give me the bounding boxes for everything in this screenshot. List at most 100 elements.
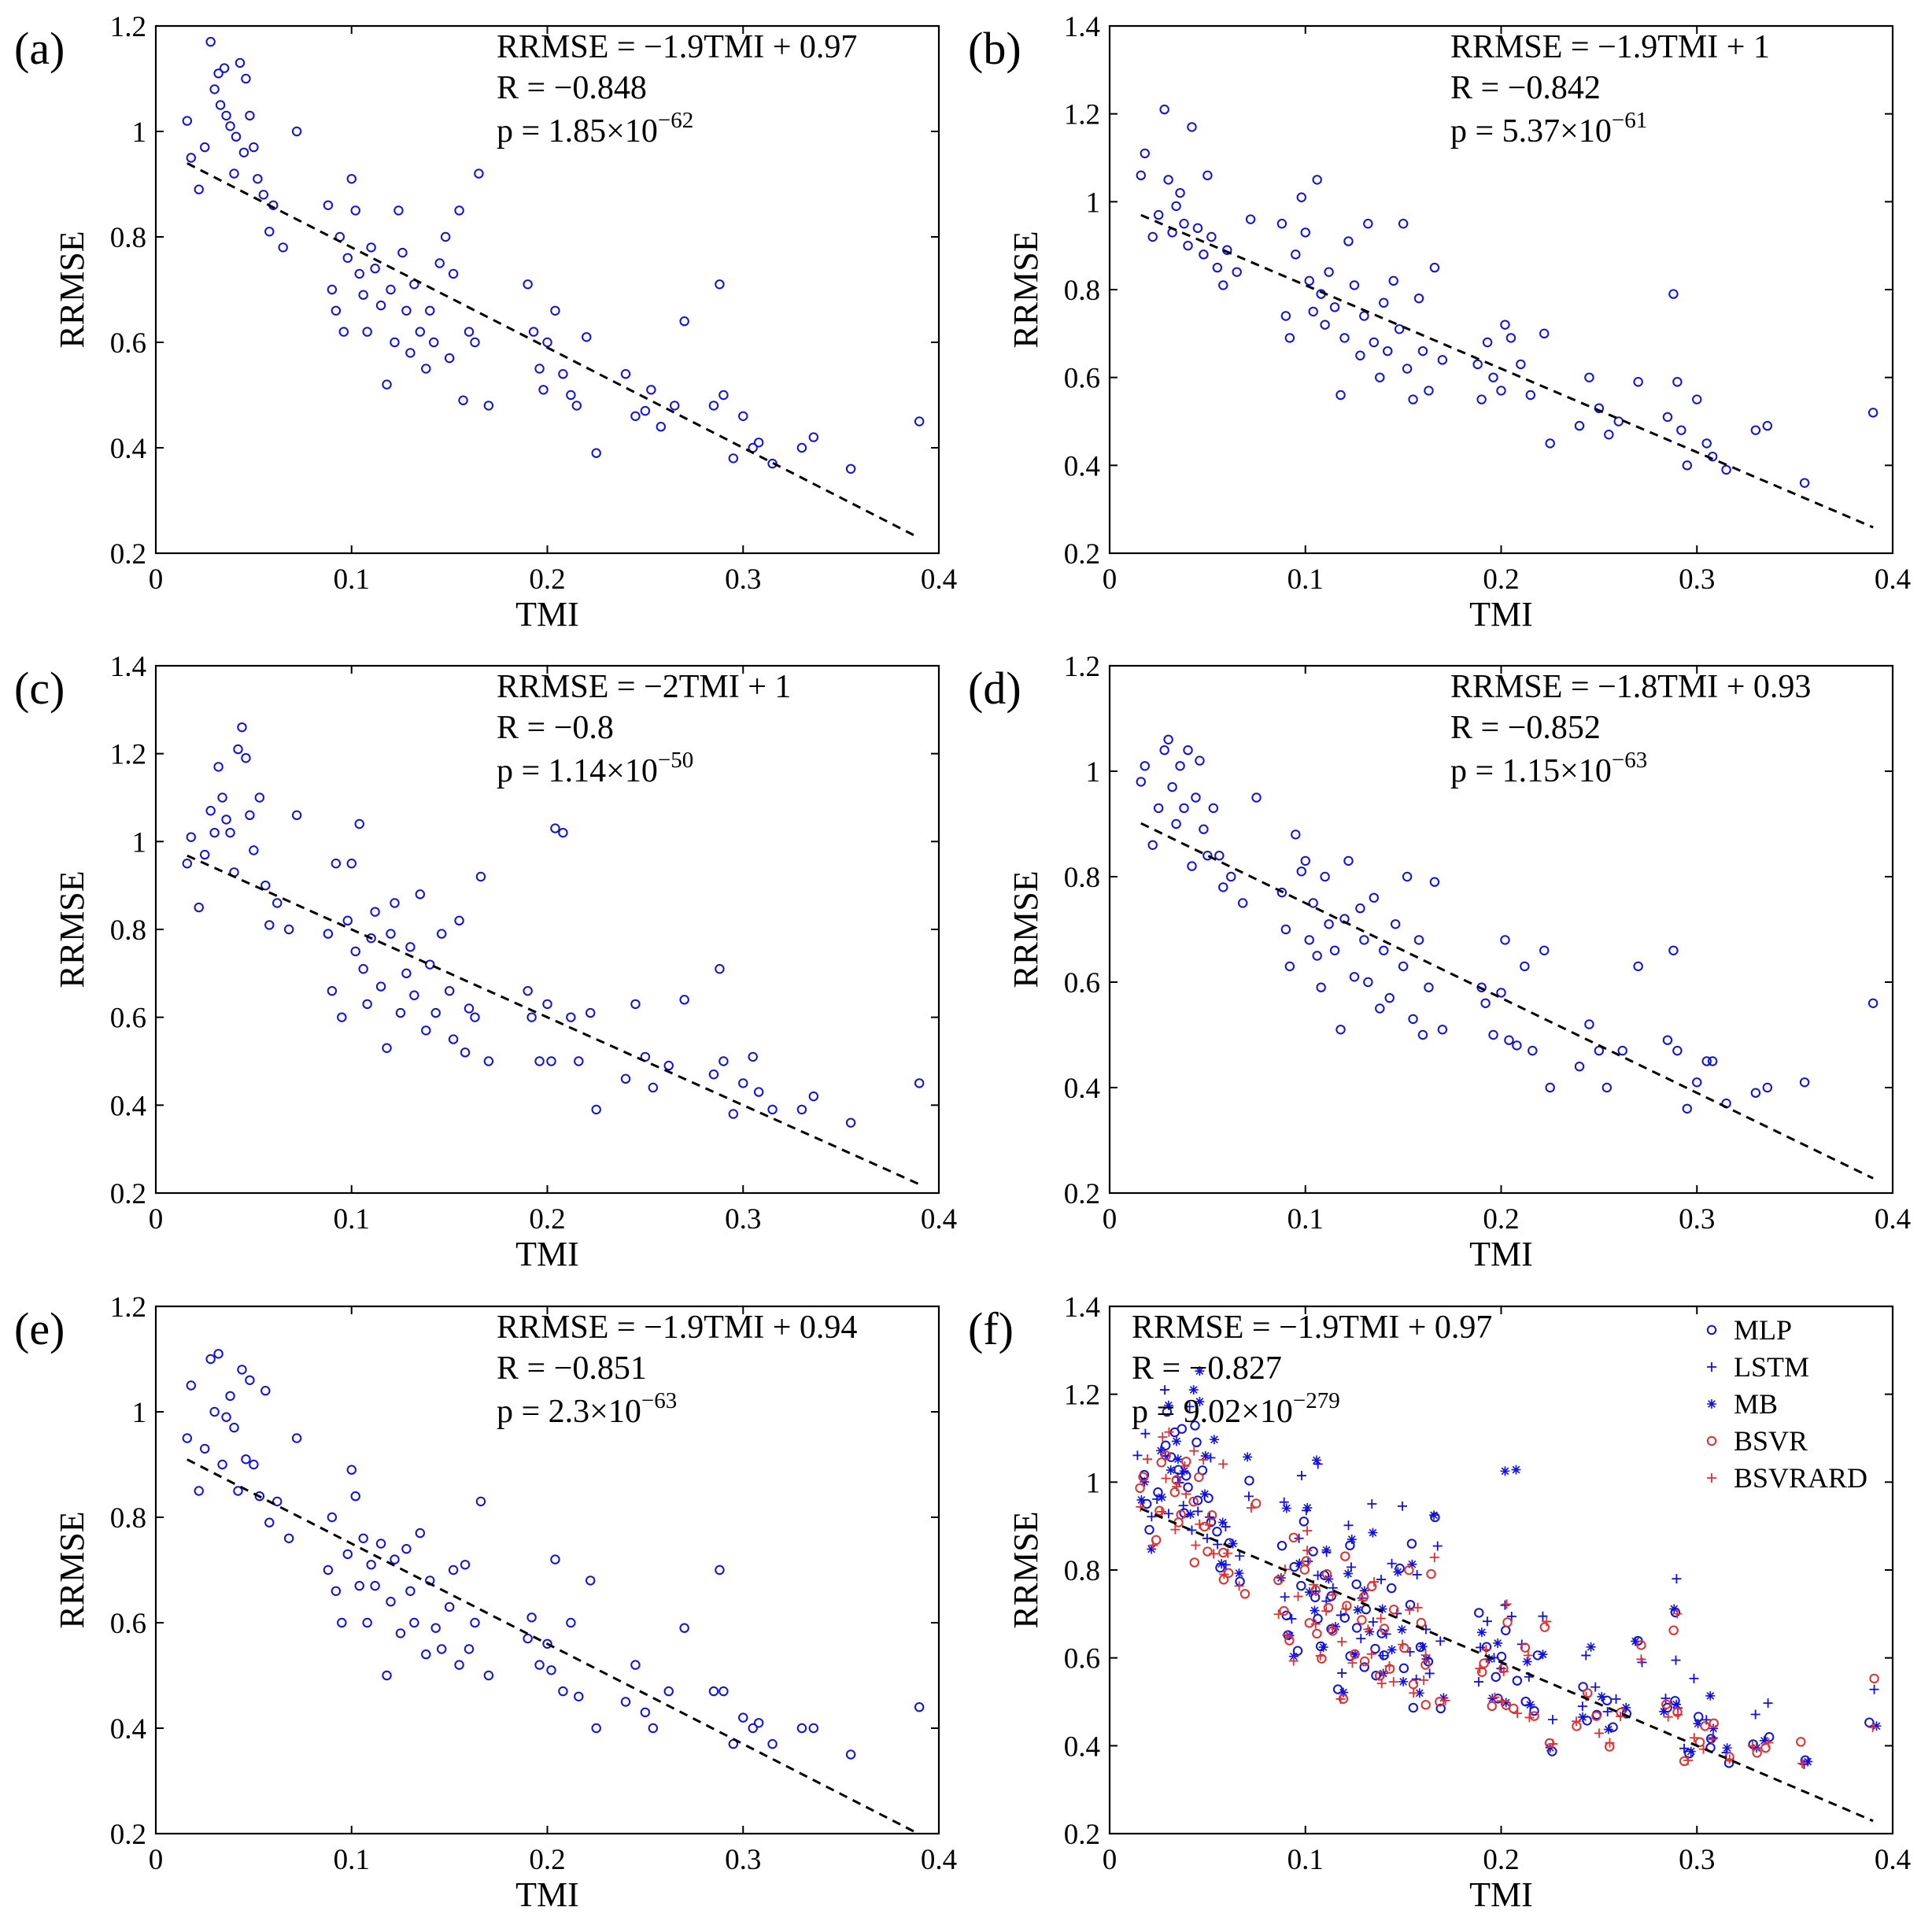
data-point	[534, 364, 545, 374]
data-point	[1339, 333, 1350, 343]
data-point	[254, 792, 265, 803]
data-point-mb	[1304, 1587, 1314, 1598]
data-point	[1199, 249, 1209, 260]
y-tick-label: 0.4	[110, 1713, 146, 1745]
data-point	[1206, 231, 1217, 242]
y-tick-label: 0.6	[1064, 967, 1100, 999]
data-point	[1202, 851, 1213, 861]
data-point-mb	[1686, 1746, 1696, 1757]
data-point	[231, 131, 242, 142]
data-point-mlp	[1160, 1440, 1171, 1450]
data-point	[534, 1660, 545, 1670]
data-point-bsvr	[1529, 1711, 1539, 1721]
data-point-mlp	[1177, 1424, 1187, 1434]
data-point-mb	[1188, 1385, 1199, 1395]
data-point-bsvr	[1796, 1737, 1806, 1747]
data-point-mb	[1136, 1494, 1147, 1505]
data-point	[566, 390, 576, 401]
data-point	[1633, 377, 1643, 387]
data-point-bsvrard	[1369, 1577, 1379, 1587]
data-point	[194, 902, 204, 913]
data-point-lstm	[1132, 1450, 1143, 1461]
data-point-mlp	[1144, 1524, 1154, 1535]
data-point-mb	[1368, 1527, 1378, 1538]
data-point	[1668, 945, 1679, 956]
data-point	[350, 946, 360, 957]
data-point-mlp	[1166, 1452, 1177, 1462]
data-point	[679, 316, 689, 327]
data-point	[1429, 877, 1440, 887]
data-point-mb	[1163, 1400, 1173, 1410]
data-point-mlp	[1332, 1684, 1343, 1694]
data-point-bsvrard	[1321, 1606, 1332, 1616]
data-point	[1413, 935, 1424, 945]
data-point	[1343, 855, 1354, 866]
data-point-mb	[1353, 1605, 1363, 1615]
data-point-mb	[1171, 1436, 1181, 1446]
data-point	[421, 1025, 431, 1036]
data-point-lstm	[1356, 1634, 1366, 1644]
data-point	[1308, 306, 1318, 317]
data-point-mb	[1393, 1567, 1403, 1577]
x-axis-label: TMI	[515, 1235, 579, 1273]
legend-label-lstm: LSTM	[1734, 1351, 1809, 1383]
data-point	[845, 1749, 856, 1760]
data-point	[474, 168, 484, 179]
data-point	[1424, 386, 1434, 396]
data-point	[458, 395, 468, 405]
data-point	[395, 1628, 406, 1638]
data-point	[448, 1564, 459, 1576]
data-point-lstm	[1763, 1698, 1773, 1709]
data-point	[1762, 420, 1773, 431]
y-tick-label: 0.6	[110, 327, 146, 360]
data-point	[323, 929, 334, 939]
data-point-lstm	[1547, 1715, 1557, 1725]
data-point-mlp	[1501, 1625, 1511, 1635]
data-point-mb	[1397, 1624, 1407, 1635]
data-point-mlp	[1435, 1703, 1446, 1714]
data-point	[1505, 333, 1516, 343]
data-point	[558, 1686, 568, 1697]
data-point-mb	[1310, 1605, 1320, 1616]
data-point-mb	[1318, 1642, 1328, 1653]
data-point	[1202, 170, 1213, 181]
data-point-bsvrard	[1496, 1696, 1506, 1706]
data-point	[1251, 792, 1262, 803]
data-point	[346, 174, 356, 184]
data-point	[523, 1633, 533, 1644]
data-point-bsvr	[1694, 1737, 1705, 1747]
data-point	[550, 823, 560, 833]
x-tick-label: 0.2	[529, 1844, 565, 1876]
data-point-bsvr	[1299, 1564, 1310, 1575]
y-tick-label: 0.2	[110, 1819, 146, 1851]
data-point-lstm	[1476, 1642, 1486, 1653]
data-point	[205, 36, 216, 47]
data-point-bsvr	[1426, 1568, 1436, 1579]
data-point-lstm	[1435, 1636, 1446, 1646]
data-point	[1528, 1045, 1538, 1056]
data-point	[1245, 214, 1256, 224]
data-point	[566, 1012, 576, 1022]
data-point-mlp	[1345, 1651, 1355, 1661]
p-value-exponent: −61	[1612, 108, 1647, 133]
data-point	[1167, 781, 1177, 792]
data-point	[1136, 777, 1147, 787]
p-value: p = 1.14×10−50	[497, 748, 693, 789]
data-point	[526, 1012, 537, 1022]
data-point-bsvrard	[1302, 1526, 1313, 1536]
legend-label-mlp: MLP	[1734, 1314, 1792, 1346]
data-point	[715, 964, 725, 974]
data-point	[1476, 394, 1487, 405]
x-tick-label: 0	[1103, 1203, 1118, 1236]
data-point	[235, 57, 246, 68]
chart-panel-d: 0 0.1 0.2 0.3 0.4 0.2 0.4 0.6 0.8 1 1.2 TMI RRMSE (d)…	[968, 651, 1911, 1273]
data-point	[1721, 464, 1731, 475]
data-point	[574, 1691, 584, 1702]
data-point	[550, 305, 560, 316]
panel-label: (a)	[14, 23, 65, 74]
data-point	[346, 1465, 356, 1475]
data-point	[1398, 961, 1409, 972]
data-point-bsvr	[1304, 1618, 1315, 1628]
data-point	[523, 985, 533, 996]
data-point	[1413, 293, 1424, 304]
